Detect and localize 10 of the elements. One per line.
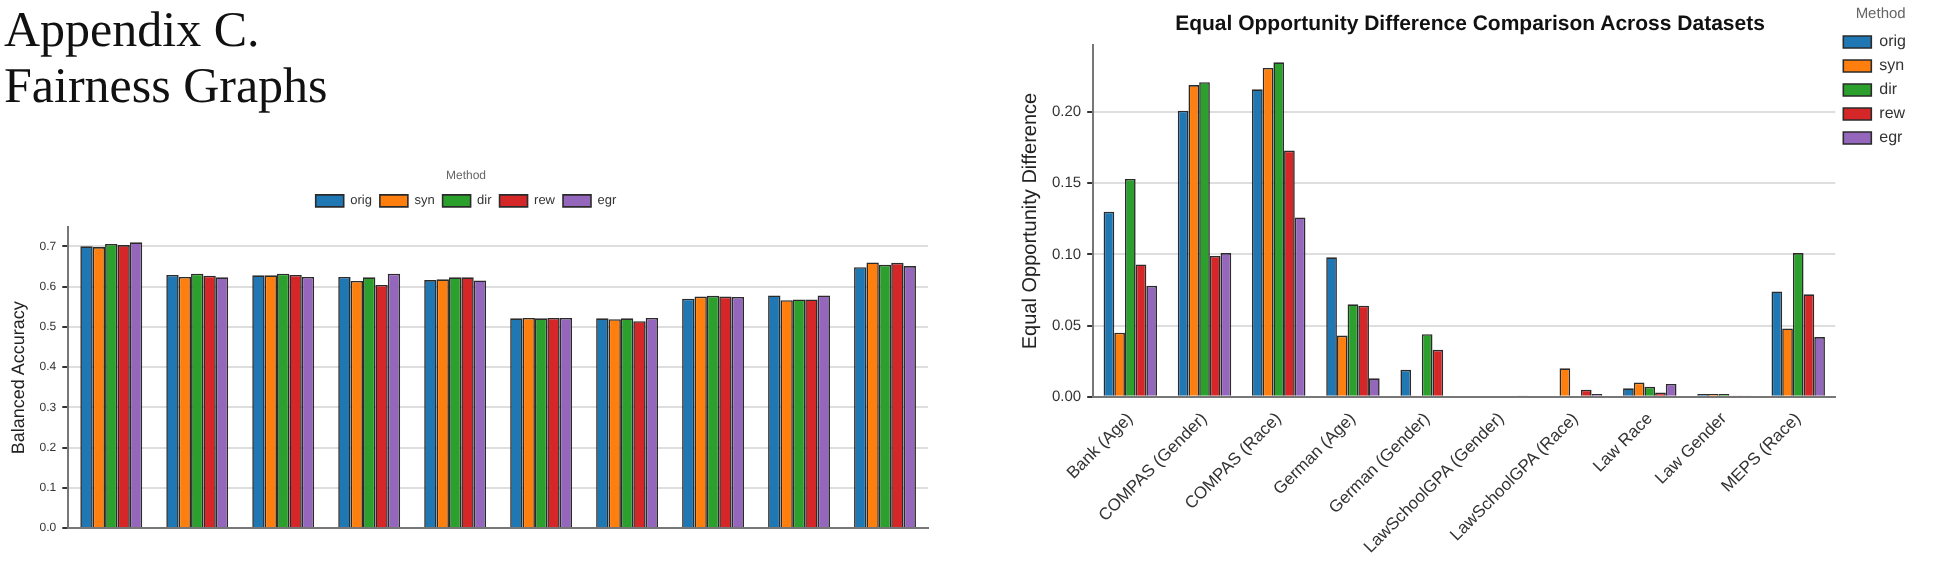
y-axis-title: Balanced Accuracy	[7, 300, 28, 455]
text: Fairness Graphs	[4, 60, 328, 116]
legend-label: dir	[1879, 80, 1898, 99]
legend-label: orig	[1879, 32, 1907, 51]
chart-title: Equal Opportunity Difference Comparison Across Datasets	[1175, 12, 1766, 37]
y-axis-title: Equal Opportunity Difference	[1019, 91, 1042, 350]
legend-label: syn	[1879, 56, 1905, 75]
legend-label: egr	[1879, 128, 1904, 147]
legend-label: rew	[1879, 104, 1906, 123]
text: Appendix C.	[4, 4, 262, 60]
